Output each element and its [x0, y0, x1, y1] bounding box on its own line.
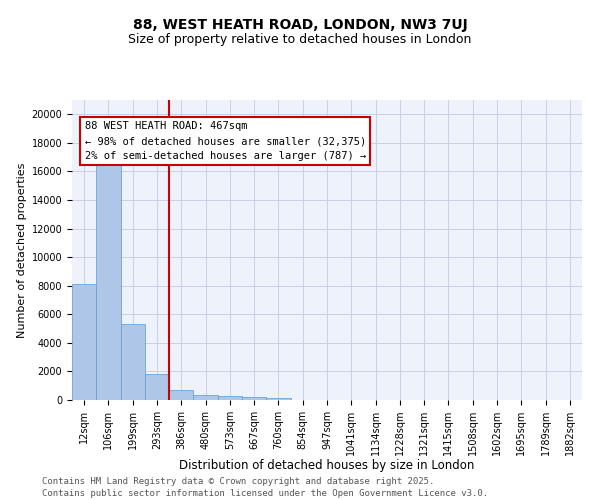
Bar: [266, 398, 290, 400]
Text: Size of property relative to detached houses in London: Size of property relative to detached ho…: [128, 32, 472, 46]
Y-axis label: Number of detached properties: Number of detached properties: [17, 162, 28, 338]
Bar: [218, 396, 242, 400]
Bar: [242, 397, 266, 400]
Bar: [121, 324, 145, 400]
Text: Contains HM Land Registry data © Crown copyright and database right 2025.
Contai: Contains HM Land Registry data © Crown c…: [42, 476, 488, 498]
Bar: [169, 390, 193, 400]
Bar: [96, 157, 121, 400]
Bar: [72, 284, 96, 400]
Bar: [193, 395, 218, 400]
Bar: [145, 374, 169, 400]
Text: 88, WEST HEATH ROAD, LONDON, NW3 7UJ: 88, WEST HEATH ROAD, LONDON, NW3 7UJ: [133, 18, 467, 32]
X-axis label: Distribution of detached houses by size in London: Distribution of detached houses by size …: [179, 460, 475, 472]
Text: 88 WEST HEATH ROAD: 467sqm
← 98% of detached houses are smaller (32,375)
2% of s: 88 WEST HEATH ROAD: 467sqm ← 98% of deta…: [85, 122, 366, 161]
